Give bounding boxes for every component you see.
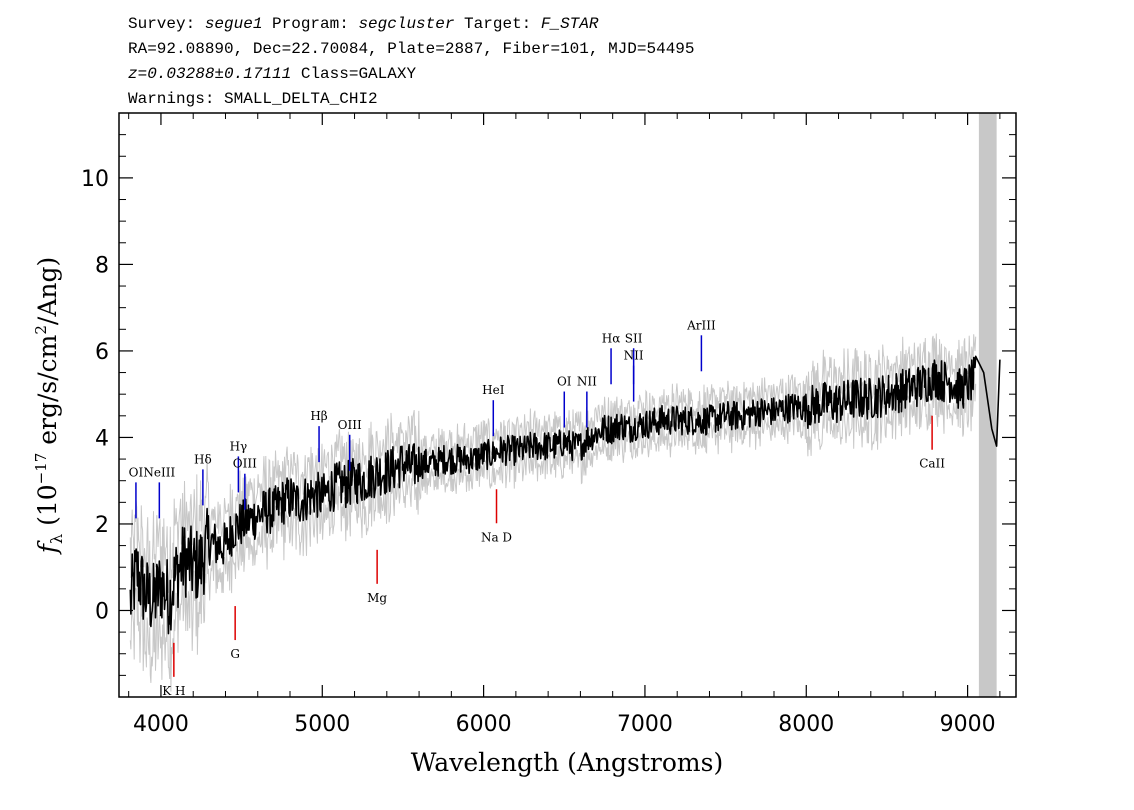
- x-tick-label: 5000: [294, 712, 350, 737]
- absorption-label-3: Na D: [481, 530, 512, 544]
- y-tick-label: 4: [95, 426, 109, 451]
- header-line-2: RA=92.08890, Dec=22.70084, Plate=2887, F…: [128, 40, 695, 58]
- emission-label-1: NeIII: [143, 465, 175, 479]
- class-value: Class=GALAXY: [291, 65, 416, 83]
- y-label-mid: erg/s/cm: [33, 334, 62, 452]
- chart-header: Survey: segue1 Program: segcluster Targe…: [128, 15, 695, 108]
- y-tick-label: 0: [95, 599, 109, 624]
- emission-label-13: ArIII: [686, 318, 716, 332]
- target-value: F_STAR: [541, 15, 599, 33]
- x-tick-label: 4000: [133, 712, 189, 737]
- emission-label-10: Hα: [602, 331, 621, 345]
- emission-label-9: NII: [577, 375, 597, 389]
- emission-label-2: Hδ: [194, 452, 212, 466]
- absorption-label-0: K H: [162, 684, 185, 698]
- emission-label-8: OI: [557, 375, 572, 389]
- emission-label-6: OIII: [338, 418, 362, 432]
- emission-label-0: OI: [129, 465, 144, 479]
- emission-label-11: SII: [625, 331, 643, 345]
- emission-label-3: Hγ: [230, 439, 248, 453]
- emission-label-12: NII: [624, 349, 644, 363]
- y-tick-label: 6: [95, 340, 109, 365]
- y-tick-label: 10: [81, 167, 109, 192]
- x-tick-label: 8000: [778, 712, 834, 737]
- program-value: segcluster: [358, 15, 454, 33]
- emission-label-5: Hβ: [310, 409, 327, 423]
- y-label-f: f: [33, 540, 62, 555]
- flux-layer: [129, 355, 1001, 635]
- redshift-value: z=0.03288±0.17111: [128, 65, 291, 83]
- plot-frame: [118, 112, 1017, 698]
- y-label-exp17: −17: [32, 453, 50, 485]
- absorption-label-2: Mg: [367, 591, 387, 605]
- error-band-layer: [129, 333, 977, 692]
- tick-layer: 4000 5000 6000 7000 8000 9000 0 2 4 6 8 10: [81, 112, 1016, 737]
- absorption-label-1: G: [230, 647, 240, 661]
- header-line-3: z=0.03288±0.17111 Class=GALAXY: [128, 65, 416, 83]
- y-label-open: (10: [33, 484, 62, 534]
- error-band-lower: [129, 371, 977, 692]
- y-axis-label: fλ (10−17 erg/s/cm2/Ang): [32, 257, 66, 556]
- y-tick-label: 8: [95, 253, 109, 278]
- x-tick-label: 7000: [617, 712, 673, 737]
- header-line-4: Warnings: SMALL_DELTA_CHI2: [128, 90, 378, 108]
- y-label-exp2: 2: [32, 325, 50, 335]
- survey-value: segue1: [205, 15, 263, 33]
- x-tick-label: 9000: [940, 712, 996, 737]
- emission-label-7: HeI: [482, 383, 505, 397]
- header-line-1: Survey: segue1 Program: segcluster Targe…: [128, 15, 599, 33]
- y-tick-label: 2: [95, 513, 109, 538]
- y-label-lambda: λ: [47, 534, 66, 544]
- target-label: Target:: [454, 15, 540, 33]
- flux-series: [129, 355, 1001, 635]
- absorption-label-4: CaII: [919, 457, 945, 471]
- emission-label-4: OIII: [233, 457, 257, 471]
- program-label: Program:: [262, 15, 358, 33]
- error-band-upper: [129, 333, 977, 600]
- x-tick-label: 6000: [456, 712, 512, 737]
- survey-label: Survey:: [128, 15, 205, 33]
- x-axis-label: Wavelength (Angstroms): [411, 748, 723, 777]
- y-label-close: /Ang): [33, 257, 62, 325]
